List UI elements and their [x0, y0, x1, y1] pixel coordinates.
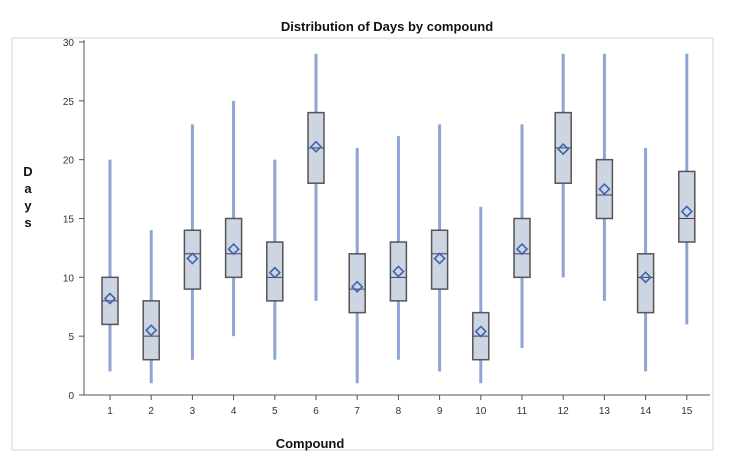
mean-marker: [557, 142, 570, 156]
box-iqr: [183, 229, 202, 290]
mean-marker: [309, 140, 323, 153]
mean-marker: [680, 205, 693, 218]
mean-marker: [268, 266, 281, 279]
mean-marker: [515, 242, 529, 256]
y-axis-label-letter: a: [24, 181, 32, 196]
x-tick-label: 5: [272, 406, 278, 417]
box-iqr: [513, 217, 531, 279]
box-compound-7: [348, 147, 366, 384]
box-compound-1: [101, 159, 119, 372]
mean-marker: [227, 242, 240, 256]
box-compound-4: [224, 100, 243, 337]
box-compound-14: [636, 147, 655, 372]
box-compound-11: [513, 124, 531, 348]
y-tick-label: 10: [63, 273, 75, 284]
chart-title: Distribution of Days by compound: [281, 19, 493, 34]
y-tick-label: 5: [68, 332, 74, 343]
box-compound-10: [472, 206, 490, 384]
x-tick-label: 11: [517, 406, 528, 417]
box-compound-5: [266, 159, 284, 360]
box-compound-3: [183, 124, 202, 360]
x-tick-label: 9: [437, 406, 443, 417]
box-iqr: [595, 158, 614, 220]
x-tick-label: 2: [148, 406, 154, 417]
y-tick-label: 30: [63, 38, 75, 49]
x-tick-label: 12: [558, 406, 570, 417]
boxes: [101, 53, 696, 384]
y-axis-label: Days: [23, 164, 32, 230]
mean-marker: [392, 265, 405, 278]
x-tick-label: 10: [475, 406, 487, 417]
x-tick-label: 3: [190, 406, 196, 417]
y-axis-label-letter: D: [23, 164, 32, 179]
x-tick-label: 14: [640, 406, 652, 417]
x-tick-label: 1: [107, 406, 113, 417]
box-compound-6: [307, 53, 325, 301]
y-tick-label: 0: [68, 391, 74, 402]
box-compound-8: [389, 136, 408, 360]
box-iqr: [142, 300, 160, 361]
box-iqr: [266, 241, 284, 302]
y-axis-label-letter: y: [24, 198, 32, 213]
box-iqr: [389, 241, 408, 302]
box-compound-2: [142, 230, 160, 384]
box-compound-12: [554, 53, 572, 278]
mean-marker: [598, 182, 611, 196]
x-tick-label: 4: [231, 406, 237, 417]
y-tick-label: 20: [63, 156, 75, 167]
y-axis-label-letter: s: [24, 215, 31, 230]
mean-marker: [351, 280, 364, 293]
box-iqr: [224, 217, 243, 279]
mean-marker: [639, 271, 652, 284]
box-compound-15: [678, 53, 696, 325]
x-axis-label: Compound: [276, 436, 345, 451]
mean-marker: [433, 252, 446, 265]
x-tick-label: 15: [681, 406, 693, 417]
x-tick-label: 8: [396, 406, 402, 417]
y-tick-label: 25: [63, 97, 75, 108]
box-iqr: [430, 229, 449, 290]
chart-frame: [11, 37, 714, 451]
mean-marker: [186, 252, 199, 265]
mean-marker: [103, 292, 117, 305]
box-iqr: [348, 253, 366, 314]
x-tick-label: 6: [313, 406, 319, 417]
y-tick-label: 15: [63, 215, 75, 226]
x-tick-label: 7: [354, 406, 360, 417]
box-compound-13: [595, 53, 614, 301]
mean-marker: [474, 325, 487, 338]
box-compound-9: [430, 124, 449, 372]
x-tick-label: 13: [599, 406, 611, 417]
mean-marker: [145, 324, 158, 337]
